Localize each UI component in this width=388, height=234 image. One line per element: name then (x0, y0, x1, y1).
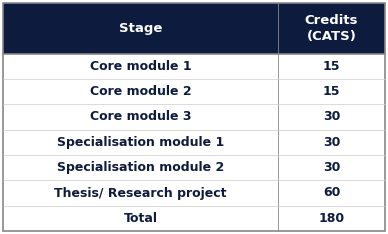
Text: 30: 30 (323, 161, 340, 174)
Text: Core module 1: Core module 1 (90, 60, 191, 73)
Bar (3, 54, 385, 79)
Text: 15: 15 (323, 60, 340, 73)
Text: Specialisation module 2: Specialisation module 2 (57, 161, 224, 174)
Text: 180: 180 (319, 212, 345, 225)
Text: 30: 30 (323, 110, 340, 124)
Bar (3, 79, 385, 104)
Text: 15: 15 (323, 85, 340, 98)
Bar (3, 206, 385, 231)
Text: 60: 60 (323, 186, 340, 200)
Text: Core module 3: Core module 3 (90, 110, 191, 124)
Text: Stage: Stage (119, 22, 162, 35)
Text: 30: 30 (323, 136, 340, 149)
Bar (3, 3, 385, 54)
Bar (3, 104, 385, 130)
Text: Credits
(CATS): Credits (CATS) (305, 14, 358, 43)
Text: Thesis/ Research project: Thesis/ Research project (54, 186, 227, 200)
Bar (3, 155, 385, 180)
Text: Total: Total (123, 212, 158, 225)
Text: Core module 2: Core module 2 (90, 85, 191, 98)
Bar (3, 180, 385, 206)
Text: Specialisation module 1: Specialisation module 1 (57, 136, 224, 149)
Bar (3, 130, 385, 155)
